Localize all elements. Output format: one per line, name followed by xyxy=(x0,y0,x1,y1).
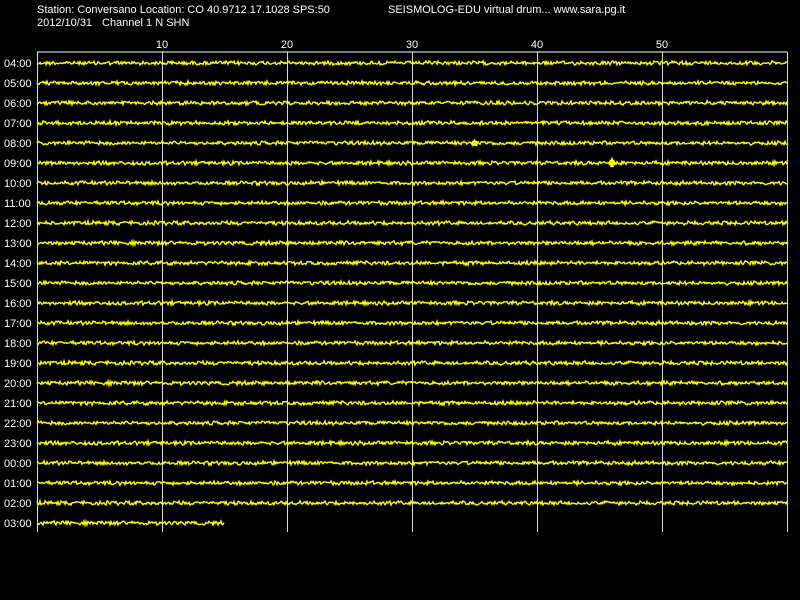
trace-0400 xyxy=(36,59,788,67)
hour-label: 19:00 xyxy=(4,358,32,370)
trace-0800 xyxy=(36,138,788,147)
hour-label: 14:00 xyxy=(4,258,32,270)
hour-label: 10:00 xyxy=(4,178,32,190)
hour-label: 05:00 xyxy=(4,78,32,90)
hour-label: 17:00 xyxy=(4,318,32,330)
hour-label: 12:00 xyxy=(4,218,32,230)
trace-1100 xyxy=(36,198,788,208)
trace-1200 xyxy=(36,218,788,227)
trace-2300 xyxy=(36,438,788,448)
trace-0200 xyxy=(36,498,788,507)
x-tick-label: 20 xyxy=(281,39,293,51)
trace-1800 xyxy=(36,338,788,348)
hour-label: 09:00 xyxy=(4,158,32,170)
event-0800 xyxy=(470,139,479,148)
hour-label: 01:00 xyxy=(4,478,32,490)
channel-info: Channel 1 N SHN xyxy=(102,17,190,29)
hour-label: 16:00 xyxy=(4,298,32,310)
hour-label: 07:00 xyxy=(4,118,32,130)
trace-1500 xyxy=(36,278,788,287)
x-tick-labels: 10 20 30 40 50 xyxy=(156,39,668,51)
hour-label: 15:00 xyxy=(4,278,32,290)
hour-label: 22:00 xyxy=(4,418,32,430)
hour-label: 18:00 xyxy=(4,338,32,350)
trace-0700 xyxy=(36,118,788,128)
event-0900 xyxy=(608,157,616,168)
trace-2200 xyxy=(36,418,788,427)
trace-1300 xyxy=(36,238,788,248)
hour-label: 06:00 xyxy=(4,98,32,110)
trace-layer xyxy=(36,59,788,528)
x-tick-label: 10 xyxy=(156,39,168,51)
trace-1700 xyxy=(36,318,788,327)
hour-label: 13:00 xyxy=(4,238,32,250)
trace-1900 xyxy=(36,358,788,367)
hour-label: 21:00 xyxy=(4,398,32,410)
hour-label: 04:00 xyxy=(4,58,32,70)
trace-0000 xyxy=(36,458,788,467)
trace-0300 xyxy=(36,518,225,528)
hour-label: 03:00 xyxy=(4,518,32,530)
x-tick-label: 50 xyxy=(656,39,668,51)
hour-labels: 04:00 05:00 06:00 07:00 08:00 09:00 10:00 11:00… xyxy=(4,58,32,530)
trace-0600 xyxy=(36,98,788,108)
drum-title: SEISMOLOG-EDU virtual drum... www.sara.p… xyxy=(388,4,626,16)
x-tick-label: 40 xyxy=(531,39,543,51)
hour-label: 23:00 xyxy=(4,438,32,450)
trace-0500 xyxy=(36,78,788,88)
trace-0100 xyxy=(36,478,788,488)
trace-1000 xyxy=(36,178,788,187)
trace-0900 xyxy=(36,158,788,168)
trace-1400 xyxy=(36,258,788,268)
hour-label: 20:00 xyxy=(4,378,32,390)
hour-label: 08:00 xyxy=(4,138,32,150)
record-date: 2012/10/31 xyxy=(37,17,93,29)
hour-label: 00:00 xyxy=(4,458,32,470)
grid-layer xyxy=(37,51,788,532)
hour-label: 02:00 xyxy=(4,498,32,510)
hour-label: 11:00 xyxy=(4,198,31,210)
trace-1600 xyxy=(36,298,788,308)
x-tick-label: 30 xyxy=(406,39,418,51)
station-info: Station: Conversano Location: CO 40.9712… xyxy=(37,4,330,16)
trace-2000 xyxy=(36,378,788,388)
trace-2100 xyxy=(36,398,788,408)
